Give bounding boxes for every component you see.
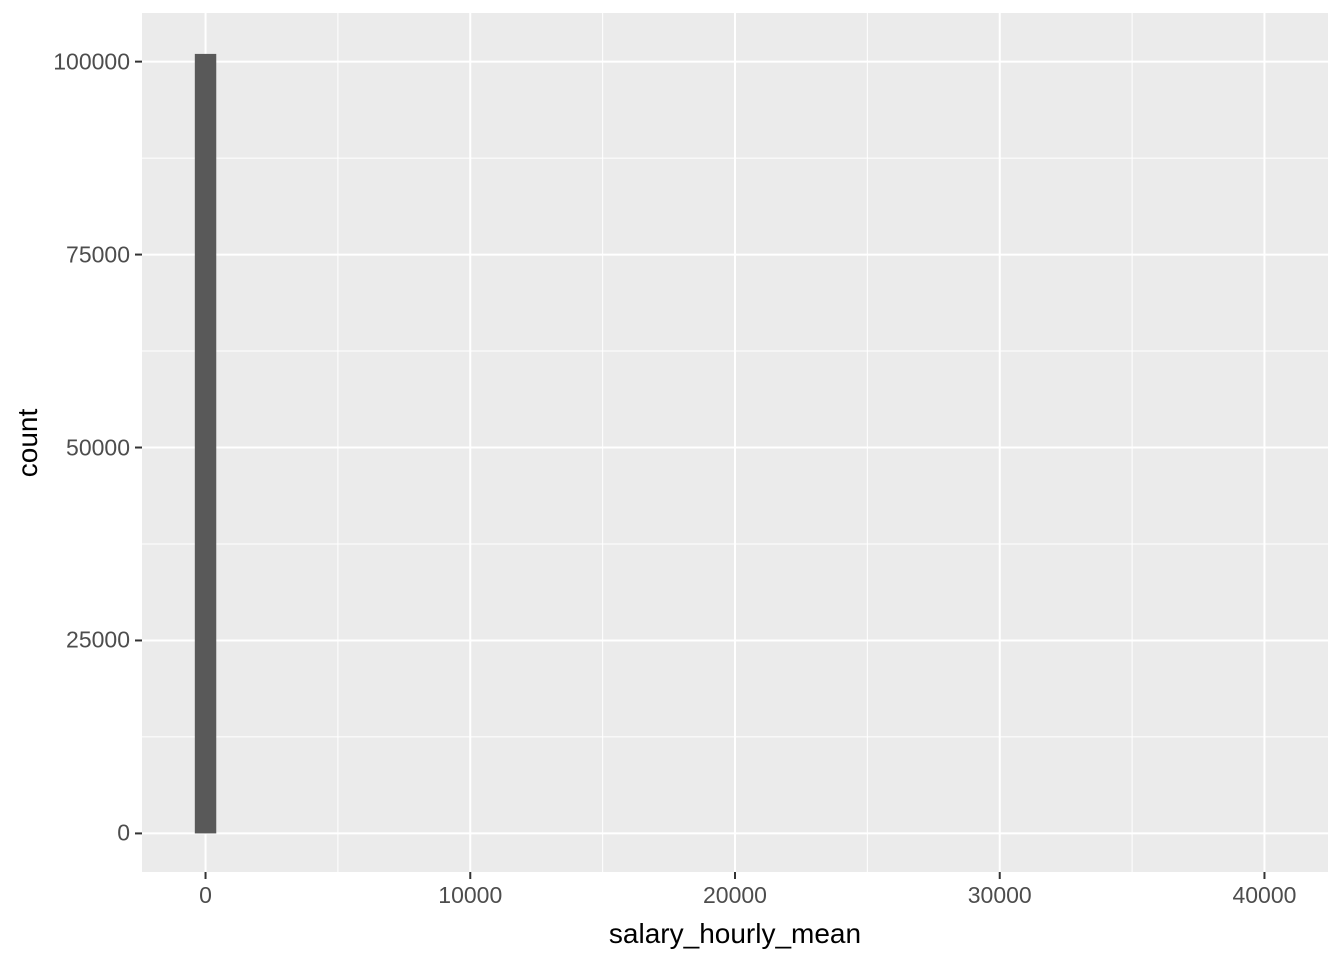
x-tick-label: 10000: [438, 882, 503, 908]
x-axis-title: salary_hourly_mean: [608, 918, 862, 949]
y-tick-label: 25000: [66, 626, 130, 653]
x-tick-label: 20000: [703, 882, 767, 908]
x-tick-label: 30000: [967, 882, 1032, 908]
y-tick-label: 50000: [66, 434, 130, 461]
x-tick-label: 0: [199, 882, 212, 908]
y-tick-label: 75000: [66, 241, 130, 268]
y-axis-title: count: [12, 408, 43, 477]
y-tick-label: 0: [117, 819, 130, 846]
x-tick-label: 40000: [1232, 882, 1297, 908]
histogram-bar: [194, 53, 217, 834]
y-tick-label: 100000: [53, 48, 130, 75]
